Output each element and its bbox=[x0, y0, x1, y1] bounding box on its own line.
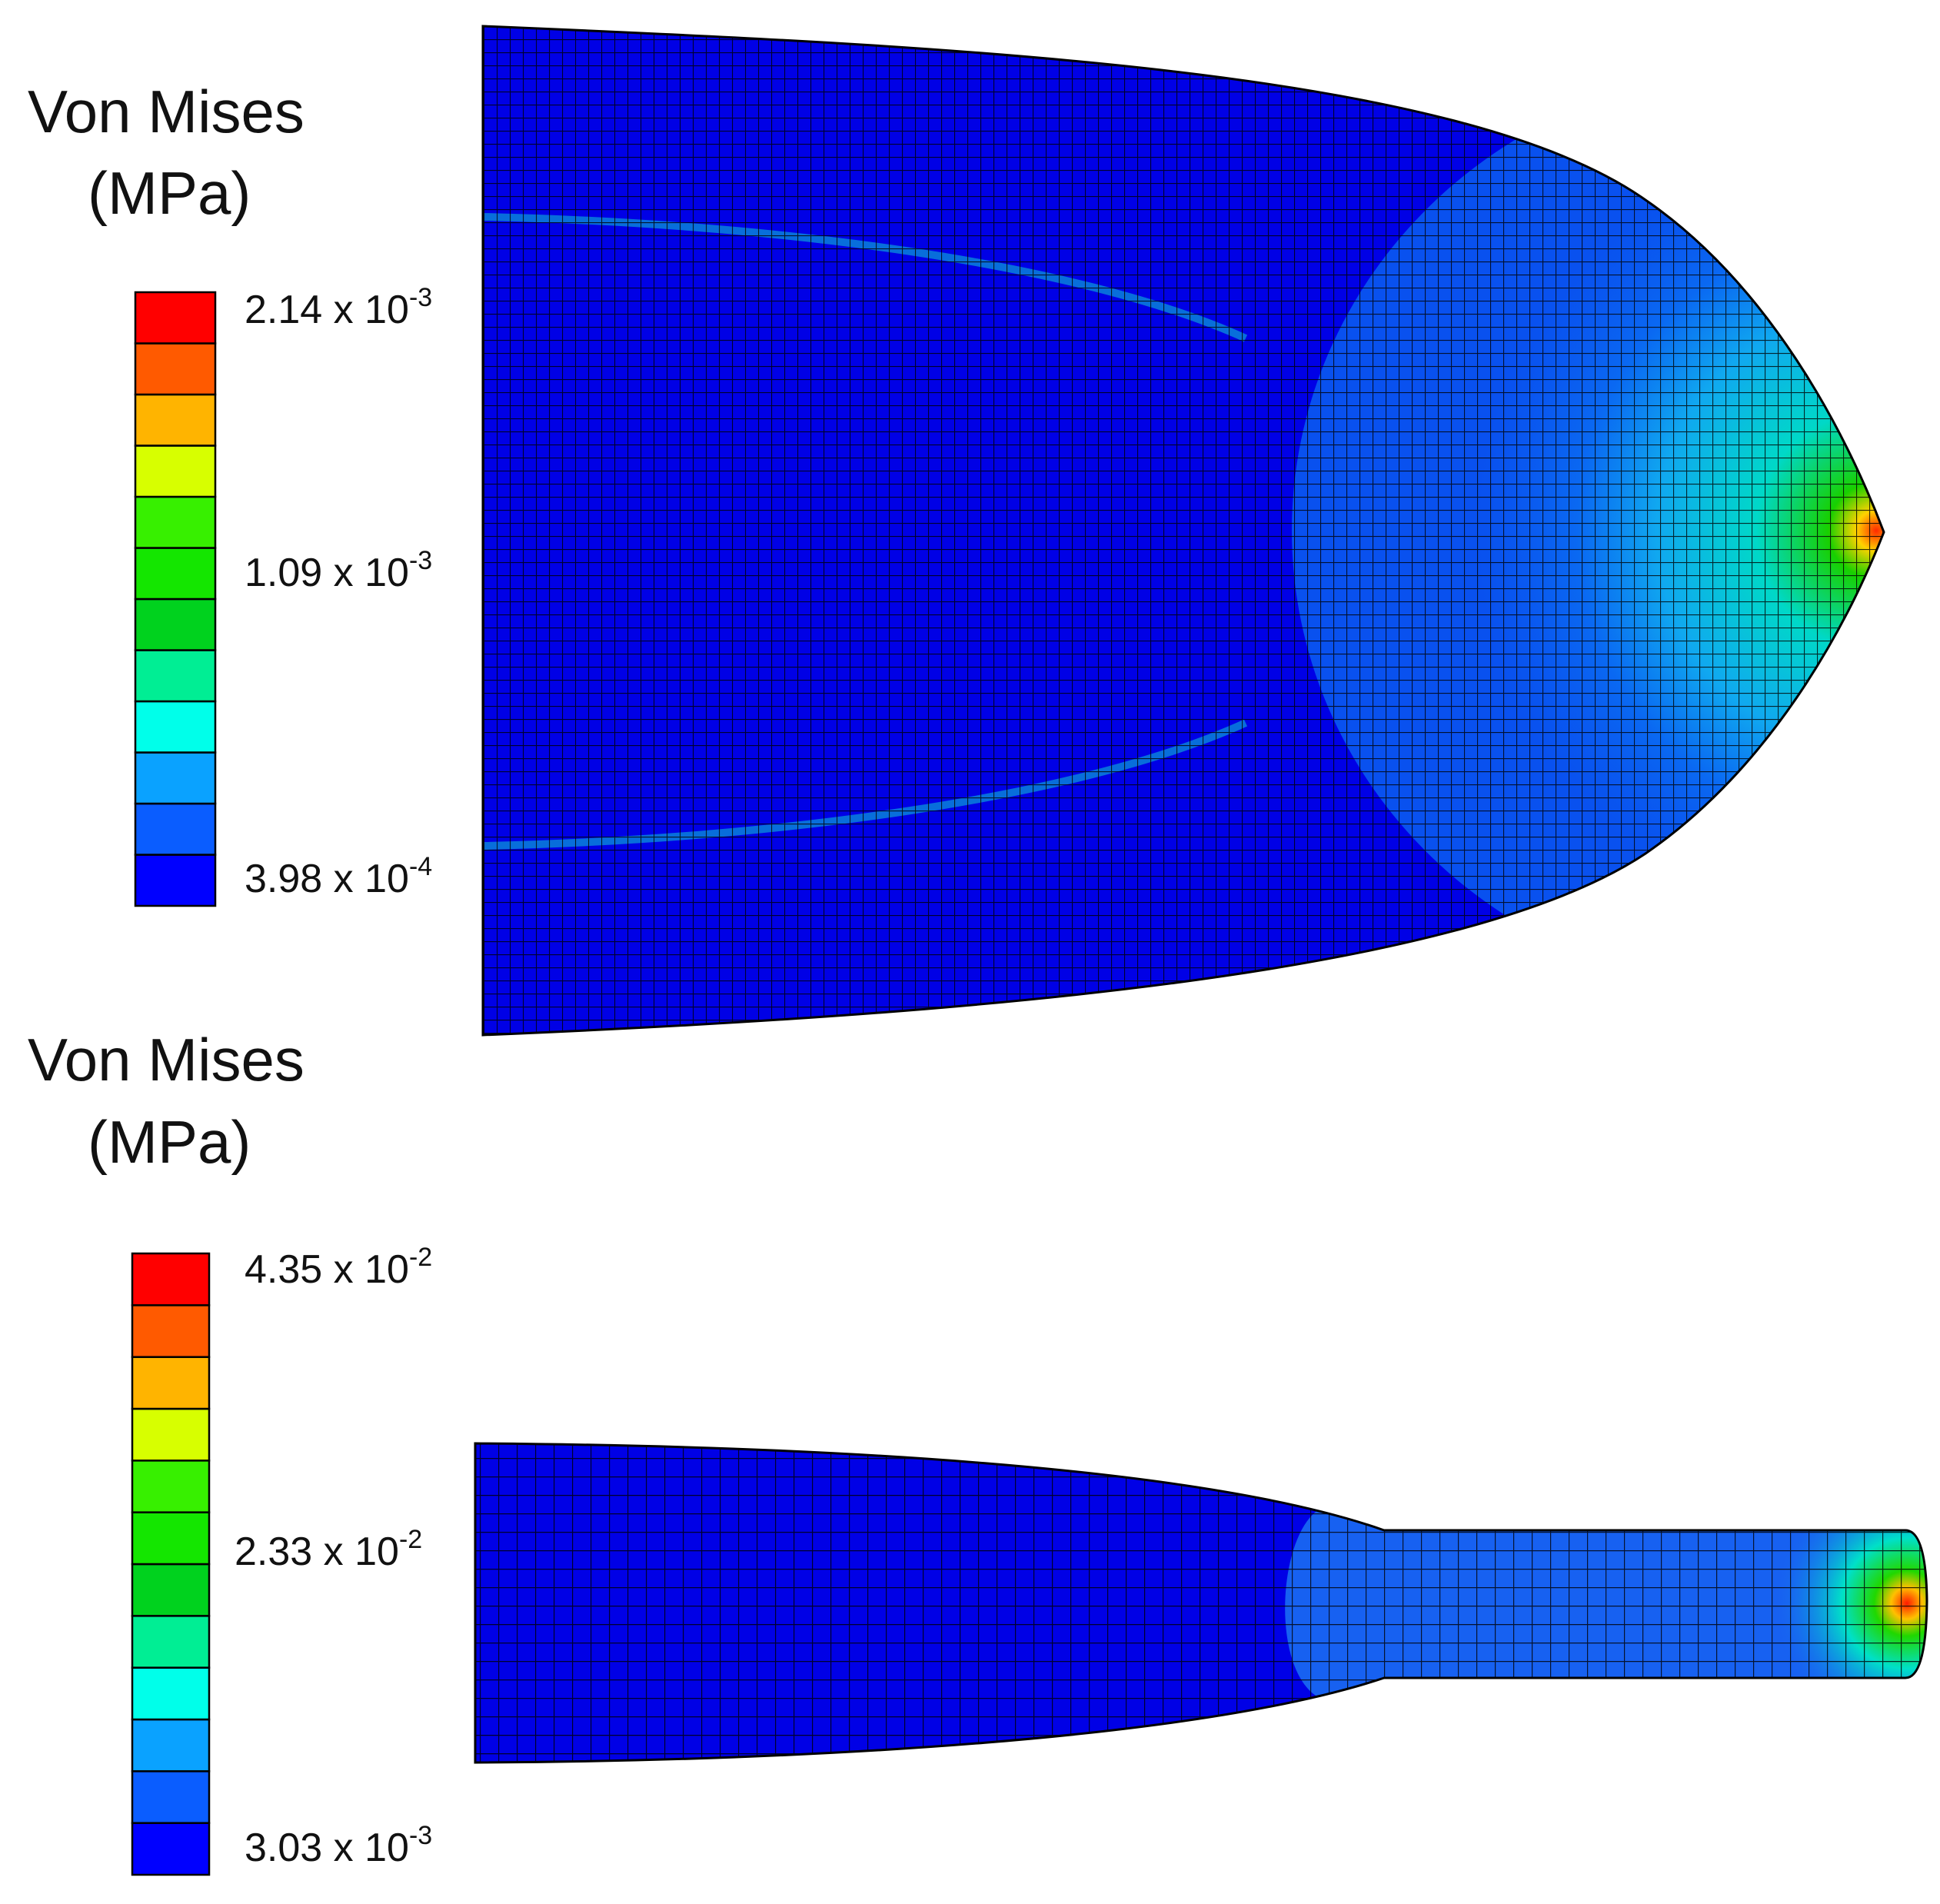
legend-title-line2: (MPa) bbox=[88, 159, 251, 227]
bar-outline bbox=[474, 1442, 1928, 1764]
colorbar-swatch bbox=[131, 1407, 211, 1462]
ogive-mesh bbox=[483, 26, 1884, 1035]
colorbar-swatch bbox=[131, 1304, 211, 1358]
colorbar-swatch bbox=[134, 342, 217, 396]
colorbar-swatch bbox=[131, 1356, 211, 1410]
ogive-outline bbox=[481, 25, 1885, 1037]
legend-title-line1: Von Mises bbox=[28, 78, 304, 145]
colorbar-swatch bbox=[134, 751, 217, 805]
colorbar-swatch bbox=[134, 802, 217, 856]
colorbar-swatch bbox=[134, 444, 217, 498]
legend-top: Von Mises (MPa) 2.14 x 10-3 1.09 x 10-3 … bbox=[28, 78, 432, 907]
colorbar-swatch bbox=[134, 854, 217, 907]
colorbar bbox=[131, 1252, 211, 1876]
legend-title-line1: Von Mises bbox=[28, 1026, 304, 1093]
colorbar-swatch bbox=[131, 1770, 211, 1824]
colorbar-swatch bbox=[131, 1511, 211, 1566]
colorbar-swatch bbox=[131, 1718, 211, 1773]
colorbar-swatch bbox=[134, 495, 217, 549]
colorbar-swatch bbox=[134, 597, 217, 651]
colorbar-swatch bbox=[131, 1252, 211, 1307]
colorbar-swatch bbox=[134, 700, 217, 754]
bar-mesh bbox=[475, 1443, 1927, 1763]
colorbar-swatch bbox=[131, 1822, 211, 1876]
colorbar-swatch bbox=[131, 1460, 211, 1513]
colorbar bbox=[134, 291, 217, 907]
ogive-model bbox=[481, 25, 1885, 1037]
colorbar-swatch bbox=[134, 291, 217, 345]
legend-label-max: 4.35 x 10-2 bbox=[245, 1243, 432, 1292]
legend-label-max: 2.14 x 10-3 bbox=[245, 283, 432, 332]
legend-label-mid: 1.09 x 10-3 bbox=[245, 546, 432, 595]
tapered-bar-model bbox=[474, 1442, 1928, 1764]
colorbar-swatch bbox=[131, 1615, 211, 1669]
legend-label-min: 3.03 x 10-3 bbox=[245, 1821, 432, 1870]
colorbar-swatch bbox=[134, 649, 217, 703]
colorbar-swatch bbox=[131, 1563, 211, 1617]
legend-label-min: 3.98 x 10-4 bbox=[245, 852, 432, 901]
legend-title-line2: (MPa) bbox=[88, 1108, 251, 1176]
colorbar-swatch bbox=[134, 393, 217, 447]
legend-bottom: Von Mises (MPa) 4.35 x 10-2 2.33 x 10-2 … bbox=[28, 1026, 432, 1876]
colorbar-swatch bbox=[131, 1666, 211, 1721]
legend-label-mid: 2.33 x 10-2 bbox=[235, 1525, 422, 1574]
colorbar-swatch bbox=[134, 547, 217, 601]
